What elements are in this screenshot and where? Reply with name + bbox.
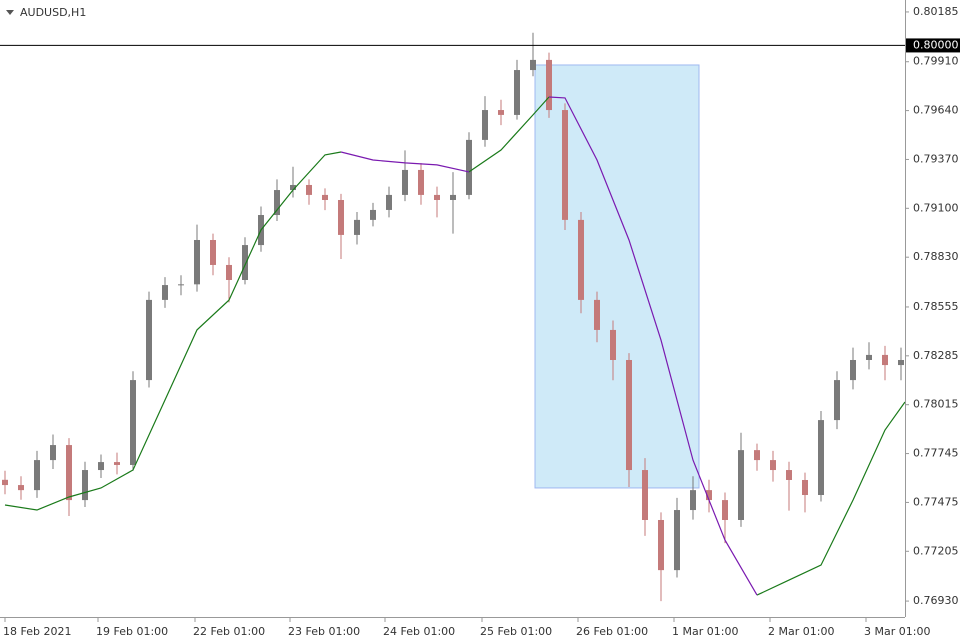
candle-body: [498, 110, 504, 115]
candle-body: [738, 450, 744, 520]
y-tick-label: 0.78285: [913, 349, 959, 362]
candle-body: [578, 219, 584, 300]
y-tick-label: 0.78015: [913, 398, 959, 411]
candle-body: [658, 519, 664, 571]
title-arrow: [6, 10, 14, 15]
x-tick-label: 1 Mar 01:00: [672, 625, 738, 638]
indicator-line: [340, 96, 758, 596]
candle-body: [834, 380, 840, 421]
candle-body: [434, 194, 440, 200]
x-tick-label: 24 Feb 01:00: [383, 625, 455, 638]
candle-body: [770, 460, 776, 471]
y-tick-label: 0.77475: [913, 495, 959, 508]
candle-body: [146, 299, 152, 381]
y-tick-label: 0.80185: [913, 5, 959, 18]
indicator-line: [4, 96, 906, 596]
candle-body: [66, 445, 72, 501]
candle-body: [626, 359, 632, 471]
price-line-label: 0.80000: [913, 38, 959, 51]
candle-body: [2, 479, 8, 486]
x-tick-label: 25 Feb 01:00: [480, 625, 552, 638]
x-tick-label: 26 Feb 01:00: [576, 625, 648, 638]
candle-body: [370, 209, 376, 220]
candle-body: [274, 190, 280, 216]
highlight-rectangle: [534, 64, 700, 489]
candle-body: [402, 169, 408, 195]
price-line-label-box: [906, 38, 960, 53]
candle-body: [194, 239, 200, 285]
candle-body: [610, 329, 616, 360]
candle-body: [98, 462, 104, 471]
y-tick-label: 0.79910: [913, 55, 959, 68]
candle-body: [306, 184, 312, 195]
candle-body: [50, 445, 56, 461]
plot-area: [2, 32, 906, 602]
candle-body: [642, 470, 648, 520]
candle-body: [82, 470, 88, 501]
candle-body: [754, 450, 760, 461]
candle-body: [466, 139, 472, 195]
chart-title: AUDUSD,H1: [20, 6, 86, 19]
candle-body: [242, 245, 248, 280]
y-tick-label: 0.77745: [913, 447, 959, 460]
y-tick-label: 0.78555: [913, 300, 959, 313]
candle-body: [210, 239, 216, 265]
candle-body: [418, 169, 424, 195]
candle-body: [562, 110, 568, 220]
candle-body: [850, 359, 856, 381]
candle-body: [674, 510, 680, 571]
x-tick-label: 19 Feb 01:00: [96, 625, 168, 638]
x-tick-label: 22 Feb 01:00: [193, 625, 265, 638]
candle-body: [514, 70, 520, 115]
candle-body: [866, 354, 872, 360]
candle-body: [18, 485, 24, 491]
candle-body: [482, 110, 488, 140]
x-tick-label: 3 Mar 01:00: [864, 625, 930, 638]
candle-body: [450, 194, 456, 200]
candle-body: [130, 380, 136, 465]
y-tick-label: 0.76930: [913, 594, 959, 607]
y-tick-label: 0.77205: [913, 544, 959, 557]
candle-body: [354, 219, 360, 235]
y-tick-label: 0.79640: [913, 104, 959, 117]
candle-body: [546, 59, 552, 111]
y-tick-label: 0.78830: [913, 250, 959, 263]
candle-body: [338, 199, 344, 235]
candle-body: [34, 460, 40, 491]
candle-body: [706, 490, 712, 501]
candle-body: [690, 490, 696, 511]
candle-body: [802, 479, 808, 496]
candle-body: [818, 420, 824, 496]
y-tick-label: 0.79100: [913, 201, 959, 214]
x-tick-label: 23 Feb 01:00: [288, 625, 360, 638]
y-tick-label: 0.79370: [913, 152, 959, 165]
candle-body: [290, 184, 296, 191]
candle-body: [226, 264, 232, 280]
candle-body: [722, 500, 728, 520]
x-tick-label: 18 Feb 2021: [3, 625, 71, 638]
candle-body: [322, 194, 328, 200]
candle-body: [882, 354, 888, 366]
candle-body: [114, 462, 120, 465]
x-tick-label: 2 Mar 01:00: [768, 625, 834, 638]
candle-body: [178, 284, 184, 286]
candle-body: [530, 59, 536, 71]
candle-body: [786, 470, 792, 480]
candle-body: [162, 285, 168, 300]
candle-body: [594, 299, 600, 330]
candle-body: [898, 359, 904, 366]
candle-body: [386, 194, 392, 210]
